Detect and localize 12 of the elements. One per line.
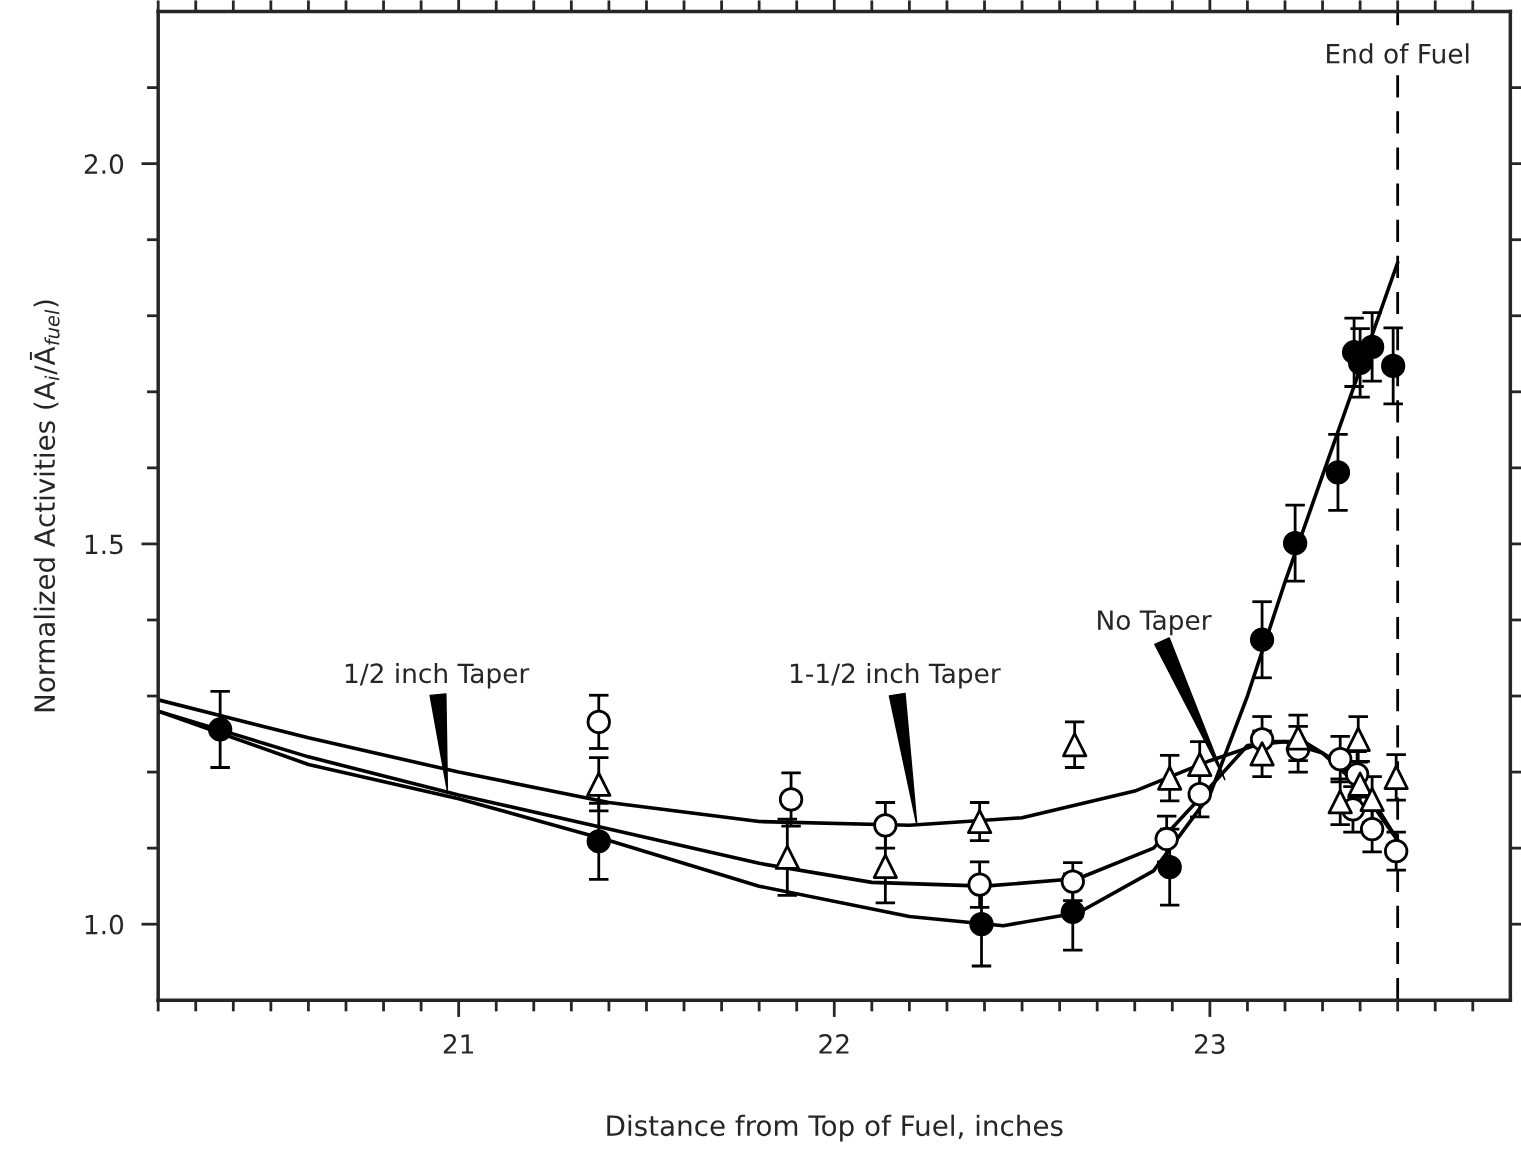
x-tick-label: 22 xyxy=(819,1034,849,1054)
y-tick-label: 1.0 xyxy=(85,914,124,935)
text: 1-1/2 inch Taper xyxy=(790,662,1001,689)
x-tick-label: 23 xyxy=(1195,1034,1225,1054)
text: No Taper xyxy=(1098,610,1212,636)
text: 1/2 inch Taper xyxy=(345,662,530,689)
y-tick-label: 1.5 xyxy=(85,534,123,555)
y-axis-title: Normalized Activities (A$_{i}$/Ā$_{fuel}$) xyxy=(29,300,60,712)
ref-line-label: End of Fuel xyxy=(1327,43,1469,64)
x-tick-label: 21 xyxy=(443,1034,474,1054)
y-tick-label: 2.0 xyxy=(84,154,124,175)
x-axis-title: Distance from Top of Fuel, inches xyxy=(607,1114,1063,1142)
